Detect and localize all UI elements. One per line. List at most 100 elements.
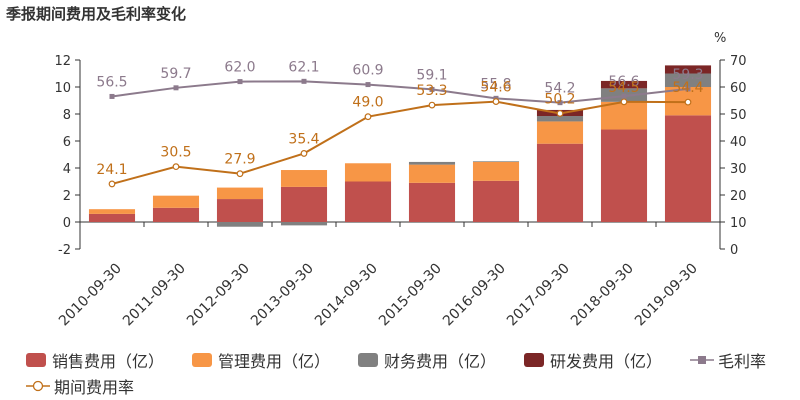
bar-segment — [280, 222, 328, 226]
data-label: 35.4 — [288, 131, 319, 147]
data-label: 56.6 — [608, 74, 639, 90]
bar-segment — [152, 207, 200, 222]
right-tick-label: 20 — [730, 189, 747, 204]
bar-segment — [88, 213, 136, 222]
legend: 销售费用（亿） 管理费用（亿） 财务费用（亿） 研发费用（亿） 毛利率期间费用率 — [0, 340, 800, 400]
bar-segment — [216, 199, 264, 222]
x-tick-label: 2018-09-30 — [568, 261, 637, 330]
x-tick-label: 2010-09-30 — [56, 261, 125, 330]
bar-segment — [536, 143, 584, 222]
left-tick-label: 4 — [63, 162, 71, 177]
data-label: 30.5 — [160, 145, 191, 161]
bar-segment — [472, 161, 520, 181]
line-point — [684, 98, 692, 106]
line-point — [620, 98, 628, 106]
legend-label: 毛利率 — [718, 352, 767, 371]
bar-segment — [408, 164, 456, 183]
right-tick-label: 60 — [730, 81, 747, 96]
left-tick-label: 12 — [54, 54, 71, 69]
line-point — [428, 101, 436, 109]
x-tick-label: 2011-09-30 — [120, 261, 189, 330]
bar-segment — [344, 181, 392, 222]
data-label: 50.2 — [544, 91, 575, 107]
left-tick-label: 2 — [63, 189, 71, 204]
right-tick-label: 30 — [730, 162, 747, 177]
data-label: 27.9 — [224, 152, 255, 168]
bar-segment — [216, 187, 264, 200]
right-axis-unit: % — [714, 31, 726, 46]
bar-segment — [472, 161, 520, 162]
data-label: 55.8 — [480, 76, 511, 92]
line-point — [685, 86, 691, 92]
line-point — [172, 163, 180, 171]
legend-swatch — [26, 379, 50, 393]
legend-item[interactable]: 期间费用率 — [26, 374, 134, 398]
right-tick-label: 0 — [730, 243, 738, 258]
line-point — [621, 93, 627, 99]
data-label: 54.2 — [544, 81, 575, 97]
legend-item[interactable]: 销售费用（亿） — [26, 348, 164, 372]
right-tick-label: 40 — [730, 135, 747, 150]
left-tick-label: 0 — [63, 216, 71, 231]
legend-label: 期间费用率 — [54, 378, 135, 397]
x-tick-label: 2017-09-30 — [504, 261, 573, 330]
line-point — [300, 150, 308, 157]
data-label: 54.6 — [480, 80, 511, 96]
legend-swatch — [524, 353, 544, 367]
legend-swatch — [690, 353, 714, 367]
left-tick-label: 6 — [63, 135, 71, 150]
x-tick-label: 2013-09-30 — [248, 261, 317, 330]
legend-label: 销售费用（亿） — [52, 352, 165, 371]
right-tick-label: 70 — [730, 54, 747, 69]
data-label: 53.3 — [416, 83, 447, 99]
line-point — [492, 98, 500, 105]
line-point — [557, 100, 563, 106]
line-point — [556, 110, 564, 117]
bar-segment — [664, 73, 712, 87]
bar-segment — [152, 195, 200, 208]
legend-label: 研发费用（亿） — [550, 352, 663, 371]
data-label: 62.0 — [224, 60, 255, 76]
legend-item[interactable]: 管理费用（亿） — [192, 348, 330, 372]
left-tick-label: 8 — [63, 108, 71, 123]
line-series — [111, 80, 689, 104]
bar-segment — [664, 65, 712, 74]
data-label: 59.3 — [672, 67, 703, 83]
legend-swatch — [192, 353, 212, 367]
legend-item[interactable]: 财务费用（亿） — [358, 348, 496, 372]
data-label: 56.5 — [96, 74, 127, 90]
x-tick-label: 2015-09-30 — [376, 261, 445, 330]
chart-title: 季报期间费用及毛利率变化 — [6, 5, 187, 23]
legend-label: 财务费用（亿） — [384, 352, 497, 371]
line-point — [429, 86, 435, 92]
bar-segment — [408, 161, 456, 165]
left-tick-label: 10 — [54, 81, 71, 96]
line-point — [365, 82, 371, 88]
bar-segment — [536, 121, 584, 144]
legend-item[interactable]: 研发费用（亿） — [524, 348, 662, 372]
line-point — [108, 180, 116, 188]
data-label: 54.5 — [608, 80, 639, 96]
line-point — [237, 79, 243, 85]
bar-segment — [536, 116, 584, 122]
line-point — [301, 78, 307, 84]
left-tick-label: -2 — [58, 243, 71, 258]
legend-swatch — [26, 353, 46, 367]
x-tick-label: 2019-09-30 — [632, 261, 701, 330]
data-label: 54.4 — [672, 80, 703, 96]
data-label: 60.9 — [352, 63, 383, 79]
legend-label: 管理费用（亿） — [218, 352, 331, 371]
bar-segment — [216, 222, 264, 227]
chart-svg: -2024681012010203040506070%2010-09-30201… — [54, 31, 747, 330]
legend-item[interactable]: 毛利率 — [690, 348, 766, 372]
x-tick-label: 2012-09-30 — [184, 261, 253, 330]
legend-swatch — [358, 353, 378, 367]
bar-segment — [600, 129, 648, 222]
bar-segment — [280, 170, 328, 187]
x-tick-label: 2016-09-30 — [440, 261, 509, 330]
bar-segment — [280, 186, 328, 222]
data-label: 62.1 — [288, 59, 319, 75]
line-point — [364, 113, 372, 121]
bar-segment — [600, 101, 648, 130]
line-point — [173, 85, 179, 91]
